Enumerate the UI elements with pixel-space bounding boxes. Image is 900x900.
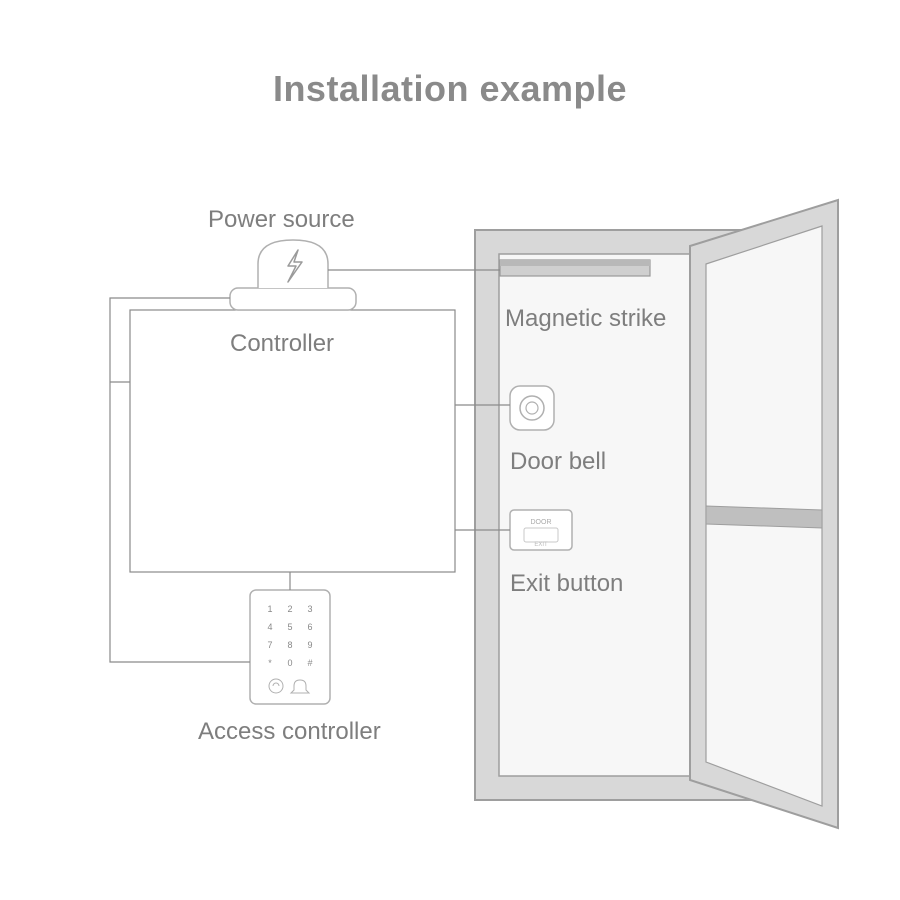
power-source-tray (230, 288, 356, 310)
access-controller-device: 1 2 3 4 5 6 7 8 9 * 0 # (250, 590, 330, 704)
svg-text:2: 2 (287, 604, 292, 614)
installation-diagram: DOOR EXIT (0, 0, 900, 900)
door-bell-device (510, 386, 554, 430)
label-access-controller: Access controller (198, 718, 381, 746)
svg-text:0: 0 (287, 658, 292, 668)
label-exit-button: Exit button (510, 570, 623, 598)
svg-text:9: 9 (307, 640, 312, 650)
power-source-device (258, 240, 328, 288)
svg-text:4: 4 (267, 622, 272, 632)
svg-text:*: * (268, 658, 272, 668)
label-door-bell: Door bell (510, 448, 606, 476)
magnetic-strike-device (500, 260, 650, 276)
svg-text:DOOR: DOOR (531, 519, 552, 526)
door-leaf (690, 200, 838, 828)
svg-text:8: 8 (287, 640, 292, 650)
svg-text:3: 3 (307, 604, 312, 614)
svg-text:1: 1 (267, 604, 272, 614)
svg-text:5: 5 (287, 622, 292, 632)
label-magnetic-strike: Magnetic strike (505, 305, 666, 333)
exit-button-device: DOOR EXIT (510, 510, 572, 550)
svg-text:6: 6 (307, 622, 312, 632)
label-power-source: Power source (208, 206, 355, 234)
svg-text:EXIT: EXIT (534, 542, 548, 548)
svg-text:#: # (307, 658, 312, 668)
label-controller: Controller (230, 330, 334, 358)
svg-text:7: 7 (267, 640, 272, 650)
